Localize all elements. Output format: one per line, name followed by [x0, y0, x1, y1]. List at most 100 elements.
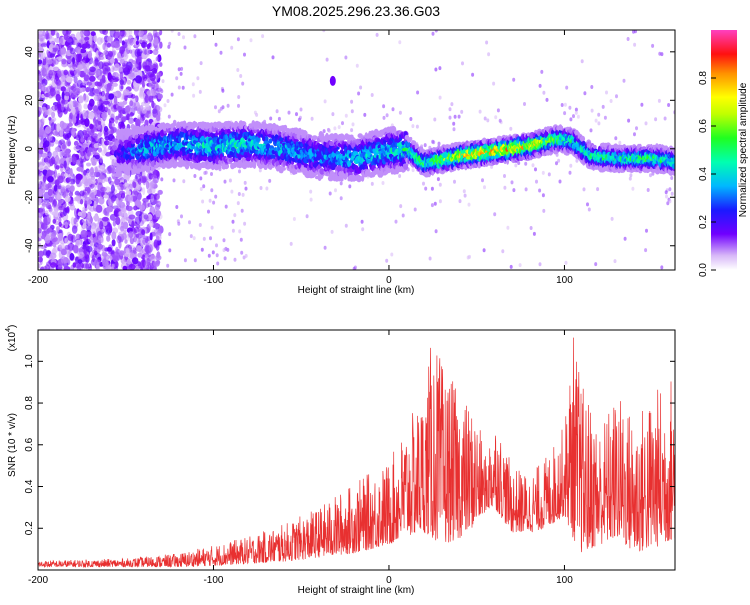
spectrogram-cell	[48, 116, 52, 121]
spectrogram-cell	[64, 195, 71, 203]
spectrogram-cell	[292, 170, 298, 175]
spectrogram-cell	[75, 31, 81, 41]
spectrogram-cell	[75, 173, 83, 180]
spectrogram-cell	[233, 213, 237, 218]
spectrogram-cell	[199, 176, 203, 181]
spectrogram-cell	[168, 248, 172, 253]
spectrogram-cell	[360, 219, 364, 224]
spectrogram-cell	[90, 225, 96, 235]
spectrogram-cell	[92, 105, 99, 112]
spectrogram-cell	[153, 261, 160, 267]
spectrogram-cell	[494, 115, 498, 120]
spectrogram-cell	[542, 208, 546, 213]
spectrogram-cell	[68, 100, 74, 110]
spectrogram-cell	[47, 151, 52, 159]
spectrogram-cell	[156, 106, 163, 113]
figure-title: YM08.2025.296.23.36.G03	[272, 3, 440, 19]
spectrogram-cell	[79, 147, 85, 152]
spectrogram-cell	[106, 36, 111, 42]
spectrogram-cell	[157, 189, 163, 195]
spectrogram-cell	[69, 47, 76, 55]
spectrogram-cell	[193, 121, 198, 126]
spectrogram-cell	[268, 138, 273, 144]
spectrogram-cell	[532, 231, 536, 236]
spectrogram-cell	[359, 85, 363, 90]
spectrogram-cell	[95, 154, 100, 160]
spectrogram-cell	[101, 251, 108, 257]
spectrogram-cell	[252, 162, 257, 169]
spectrogram-cell	[46, 214, 52, 223]
spectrogram-cell	[244, 253, 248, 258]
spectrogram-cell	[83, 93, 87, 101]
spectrogram-cell	[481, 178, 484, 183]
spectrogram-cell	[538, 188, 542, 193]
spectrogram-cell	[531, 163, 535, 168]
spectrogram-cell	[409, 117, 413, 121]
spectrogram-cell	[152, 48, 159, 56]
spectrogram-cell	[93, 200, 97, 209]
spectrogram-cell	[141, 229, 146, 236]
spectrogram-cell	[47, 227, 53, 233]
spectrogram-cell	[199, 61, 203, 66]
spectrogram-cell	[467, 202, 471, 207]
spectrogram-cell	[433, 201, 437, 206]
spectrogram-cell	[651, 43, 655, 48]
spectrogram-cell	[623, 236, 627, 241]
spectrogram-cell	[350, 99, 354, 104]
spectrogram-cell	[471, 72, 475, 77]
spectrogram-cell	[452, 121, 456, 126]
spectrogram-cell	[555, 161, 558, 166]
spectrogram-cell	[239, 237, 243, 242]
spectrogram-cell	[47, 176, 54, 183]
spectrogram-cell	[148, 220, 154, 228]
spectrogram-cell	[123, 89, 130, 96]
spectrogram-cell	[436, 177, 440, 182]
spectrogram-cell	[104, 224, 110, 232]
spectrogram-cell	[510, 180, 514, 185]
spectrogram-cell	[224, 246, 228, 251]
spectrogram-cell	[224, 164, 229, 170]
spectrogram-cell	[151, 90, 157, 97]
spectrogram-cell	[168, 41, 172, 46]
spectrogram-cell	[57, 175, 64, 184]
spectrogram-cell	[89, 171, 97, 178]
spectrogram-cell	[644, 248, 648, 253]
spectrogram-cell	[221, 88, 225, 93]
spectrogram-cell	[72, 173, 76, 183]
spectrogram-cell	[40, 266, 45, 270]
spectrogram-cell	[627, 118, 631, 123]
spectrogram-cell	[159, 30, 163, 36]
spectrogram-cell	[41, 78, 48, 86]
spectrogram-cell	[114, 261, 119, 269]
spectrogram-cell	[69, 112, 73, 120]
spectrogram-cell	[54, 58, 59, 65]
spectrogram-cell	[363, 112, 367, 117]
spectrogram-cell	[119, 71, 124, 80]
spectrogram-cell	[223, 256, 227, 261]
spectrogram-cell	[350, 109, 354, 114]
spectrogram-cell	[518, 263, 522, 268]
spectrogram-cell	[240, 250, 244, 255]
spectrogram-cell	[431, 139, 435, 144]
spectrogram-cell	[108, 176, 112, 184]
spectrogram-cell	[84, 256, 88, 263]
spectrogram-cell	[83, 103, 89, 110]
spectrogram-cell	[128, 117, 135, 124]
spectrogram-cell	[183, 258, 187, 263]
spectrogram-cell	[78, 103, 82, 112]
spectrogram-cell	[60, 248, 67, 256]
spectrogram-cell	[111, 231, 117, 240]
spectrogram-cell	[80, 229, 88, 238]
spectrogram-cell	[75, 134, 81, 141]
spectrogram-cell	[49, 88, 56, 97]
spectrogram-cell	[38, 256, 43, 263]
spectrogram-cell	[120, 225, 125, 232]
spectrogram-cell	[563, 111, 567, 116]
spectrogram-cell	[401, 213, 405, 218]
spectrogram-cell	[336, 165, 342, 173]
spectrogram-cell	[76, 79, 83, 88]
spectrogram-cell	[269, 116, 273, 121]
spectrogram-cell	[545, 97, 549, 102]
spectrogram-cell	[325, 57, 329, 62]
spectrogram-cell	[118, 240, 122, 249]
